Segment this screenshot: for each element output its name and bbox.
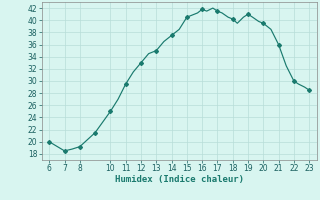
X-axis label: Humidex (Indice chaleur): Humidex (Indice chaleur) — [115, 175, 244, 184]
